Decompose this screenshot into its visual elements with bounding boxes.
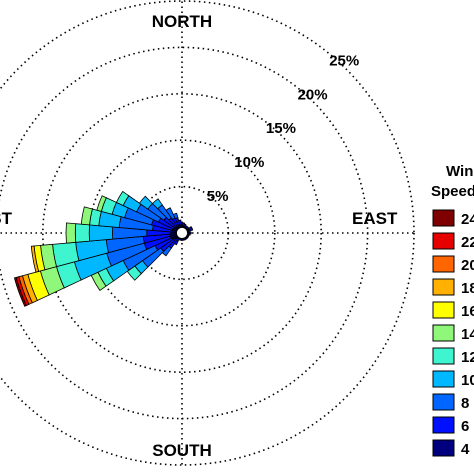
legend-swatch-8 bbox=[432, 393, 455, 411]
legend-label-14: 14 bbox=[461, 326, 474, 343]
calm-center bbox=[176, 227, 188, 239]
legend-entries: 24 22 20 18 16 14 12 10 8 6 4 bbox=[432, 209, 474, 458]
legend: Wind Speed (m/s) 24 22 20 18 16 14 12 10 8 6 4 bbox=[431, 163, 474, 458]
ring-label-10: 10% bbox=[234, 154, 264, 171]
sector-280 bbox=[80, 206, 183, 234]
sector-270-bin-4 bbox=[74, 223, 90, 243]
grid-ring-25 bbox=[0, 0, 415, 466]
sector-270 bbox=[65, 222, 183, 244]
legend-label-8: 8 bbox=[461, 395, 469, 412]
sector-270-bin-3 bbox=[88, 224, 114, 242]
sector-330-bin-2 bbox=[165, 207, 176, 220]
sector-340-bin-2 bbox=[172, 212, 179, 220]
legend-title-line-2: Speed (m/s) bbox=[431, 183, 474, 200]
wind-sectors bbox=[13, 190, 194, 307]
legend-label-12: 12 bbox=[461, 349, 474, 366]
sector-290-bin-5 bbox=[96, 195, 107, 212]
ring-label-15: 15% bbox=[266, 120, 296, 137]
sector-20-bin-1 bbox=[183, 223, 187, 227]
polar-grid bbox=[0, 0, 415, 466]
legend-label-20: 20 bbox=[461, 257, 474, 274]
legend-label-10: 10 bbox=[461, 372, 474, 389]
legend-label-16: 16 bbox=[461, 303, 474, 320]
legend-label-24: 24 bbox=[461, 211, 474, 228]
compass-east-label: EAST bbox=[352, 209, 398, 228]
legend-title-line-1: Wind bbox=[446, 163, 474, 180]
compass-west-label: WEST bbox=[0, 209, 13, 228]
sector-250-bin-10 bbox=[13, 276, 27, 307]
legend-swatch-14 bbox=[432, 324, 455, 342]
sector-320-bin-3 bbox=[151, 198, 163, 210]
legend-swatch-20 bbox=[432, 255, 455, 273]
legend-swatch-12 bbox=[432, 347, 455, 365]
grid-ring-15 bbox=[42, 93, 322, 373]
sector-270-bin-5 bbox=[65, 222, 77, 244]
sector-280-bin-5 bbox=[80, 206, 93, 226]
legend-swatch-10 bbox=[432, 370, 455, 388]
legend-label-6: 6 bbox=[461, 418, 469, 435]
legend-label-4: 4 bbox=[461, 441, 470, 458]
sector-260 bbox=[30, 232, 183, 273]
compass-south-label: SOUTH bbox=[152, 441, 212, 460]
ring-label-25: 25% bbox=[329, 52, 359, 69]
sector-310-bin-3 bbox=[138, 195, 154, 210]
legend-swatch-22 bbox=[432, 232, 455, 250]
legend-swatch-24 bbox=[432, 209, 455, 227]
compass-north-label: NORTH bbox=[152, 12, 212, 31]
sector-260-bin-7 bbox=[30, 245, 40, 273]
ring-label-20: 20% bbox=[298, 86, 328, 103]
legend-swatch-18 bbox=[432, 278, 455, 296]
legend-label-22: 22 bbox=[461, 234, 474, 251]
sector-300-bin-4 bbox=[115, 190, 130, 207]
legend-label-18: 18 bbox=[461, 280, 474, 297]
legend-swatch-4 bbox=[432, 439, 455, 457]
legend-swatch-6 bbox=[432, 416, 455, 434]
ring-label-5: 5% bbox=[207, 188, 229, 205]
ring-labels: 5% 10%15%20%25% bbox=[207, 52, 359, 205]
legend-swatch-16 bbox=[432, 301, 455, 319]
sector-70-bin-1 bbox=[188, 227, 194, 232]
sector-350-bin-1 bbox=[178, 219, 182, 226]
sector-320 bbox=[151, 198, 183, 234]
